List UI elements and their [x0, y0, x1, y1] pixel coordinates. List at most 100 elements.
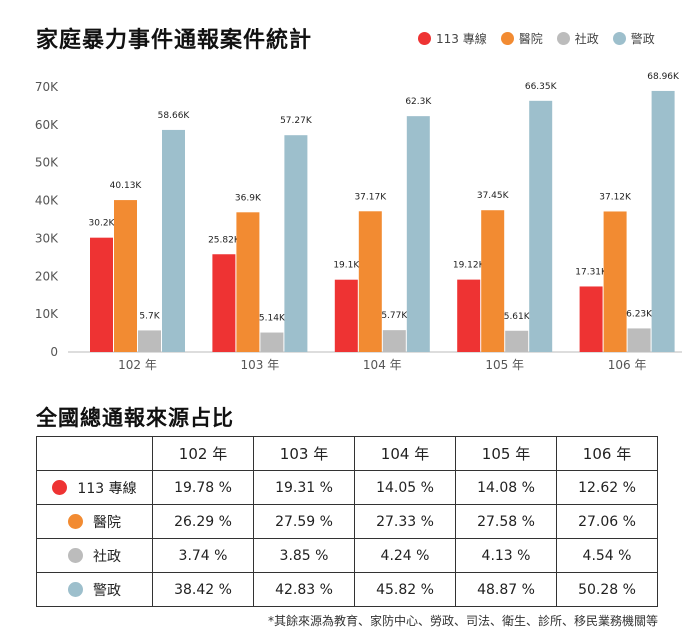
table-cell: 4.24 %: [354, 538, 456, 573]
table-cell: 12.62 %: [556, 470, 658, 505]
bar-value-label: 37.45K: [477, 191, 510, 201]
bar: [627, 328, 651, 352]
bar: [406, 116, 430, 353]
bar-value-label: 62.3K: [405, 97, 432, 107]
table-header-row: 102 年 103 年 104 年 105 年 106 年: [36, 436, 658, 471]
table-cell: 19.78 %: [152, 470, 254, 505]
bar: [260, 332, 284, 352]
legend-hospital-label: 醫院: [518, 32, 543, 46]
bar-value-label: 5.61K: [504, 312, 531, 322]
bar: [651, 90, 675, 353]
social-dot-icon: [68, 548, 83, 563]
bar-value-label: 19.1K: [333, 261, 360, 271]
bar: [603, 211, 627, 352]
table-cell: 3.74 %: [152, 538, 254, 573]
table-cell: 42.83 %: [253, 572, 355, 607]
bar: [505, 330, 529, 352]
y-tick-label: 70K: [35, 80, 59, 94]
legend-item-hotline: 113 專線: [418, 30, 487, 47]
table-cell: 4.13 %: [455, 538, 557, 573]
bar-value-label: 58.66K: [158, 111, 191, 121]
table-cell: 45.82 %: [354, 572, 456, 607]
table-cell: 14.05 %: [354, 470, 456, 505]
x-tick-label: 104 年: [363, 358, 402, 372]
bar-value-label: 19.12K: [453, 261, 486, 271]
y-tick-label: 40K: [35, 194, 59, 208]
row-source-hospital: 醫院: [36, 504, 153, 539]
bar-value-label: 6.23K: [626, 309, 653, 319]
bar: [236, 212, 260, 352]
table-row: 社政 3.74 % 3.85 % 4.24 % 4.13 % 4.54 %: [36, 538, 658, 573]
legend-item-social: 社政: [556, 30, 599, 47]
legend-police-swatch: [612, 32, 626, 45]
y-tick-label: 60K: [35, 118, 59, 132]
bar-value-label: 57.27K: [280, 116, 313, 126]
bar: [529, 100, 553, 352]
bar: [284, 135, 308, 352]
legend-item-police: 警政: [612, 30, 655, 47]
table-cell: 48.87 %: [455, 572, 557, 607]
table-cell: 26.29 %: [152, 504, 254, 539]
table-header-year: 102 年: [152, 436, 254, 471]
table-row: 113 專線 19.78 % 19.31 % 14.05 % 14.08 % 1…: [36, 470, 658, 505]
table-cell: 27.06 %: [556, 504, 658, 539]
bar: [382, 330, 406, 352]
row-source-social: 社政: [36, 538, 153, 573]
x-tick-label: 103 年: [241, 358, 280, 372]
bar: [481, 210, 505, 352]
bar: [579, 286, 603, 352]
chart-title: 家庭暴力事件通報案件統計: [36, 28, 313, 53]
table-header-year: 103 年: [253, 436, 355, 471]
legend-social-swatch: [556, 32, 570, 45]
legend-hotline-label: 113 專線: [436, 32, 487, 46]
bar-value-label: 30.2K: [89, 219, 116, 229]
bar-value-label: 68.96K: [647, 72, 680, 82]
table-header-corner: [36, 436, 153, 471]
table-cell: 27.59 %: [253, 504, 355, 539]
table-row: 醫院 26.29 % 27.59 % 27.33 % 27.58 % 27.06…: [36, 504, 658, 539]
table-cell: 27.58 %: [455, 504, 557, 539]
row-source-label: 醫院: [93, 514, 121, 531]
bar-chart: 0 10K 20K 30K 40K 50K 60K 70K 30.2K 40.13K 5.7K 58.…: [35, 72, 682, 372]
row-source-label: 社政: [93, 548, 121, 565]
bar-value-label: 5.14K: [259, 314, 286, 324]
source-share-table: 102 年 103 年 104 年 105 年 106 年 113 專線 19.…: [36, 436, 658, 607]
bar-value-label: 17.31K: [575, 267, 608, 277]
table-header-year: 106 年: [556, 436, 658, 471]
table-header-year: 105 年: [455, 436, 557, 471]
row-source-hotline: 113 專線: [36, 470, 153, 505]
hospital-dot-icon: [68, 514, 83, 529]
x-tick-label: 106 年: [608, 358, 647, 372]
bar-value-label: 40.13K: [110, 181, 143, 191]
table-cell: 50.28 %: [556, 572, 658, 607]
row-source-label: 警政: [93, 582, 121, 599]
table-cell: 27.33 %: [354, 504, 456, 539]
bar-value-label: 66.35K: [525, 82, 558, 92]
table-header-year: 104 年: [354, 436, 456, 471]
bar-value-label: 37.17K: [354, 192, 387, 202]
legend-item-hospital: 醫院: [500, 30, 543, 47]
y-tick-label: 30K: [35, 231, 59, 245]
bar-value-label: 5.77K: [381, 311, 408, 321]
table-row: 警政 38.42 % 42.83 % 45.82 % 48.87 % 50.28…: [36, 572, 658, 607]
bar: [162, 129, 185, 352]
bar: [334, 279, 358, 352]
bar-value-label: 5.7K: [139, 311, 160, 321]
y-tick-label: 20K: [35, 269, 59, 283]
row-source-label: 113 專線: [77, 480, 137, 497]
legend-hotline-swatch: [418, 32, 431, 45]
legend-police-label: 警政: [630, 32, 655, 46]
bar: [457, 279, 481, 352]
x-tick-label: 105 年: [485, 358, 524, 372]
y-tick-label: 50K: [35, 156, 59, 170]
police-dot-icon: [68, 582, 83, 597]
bar: [358, 211, 382, 352]
bar: [90, 237, 113, 352]
bar-value-label: 36.9K: [235, 193, 262, 203]
table-cell: 19.31 %: [253, 470, 355, 505]
y-tick-label: 10K: [35, 307, 59, 321]
legend-social-label: 社政: [574, 32, 599, 46]
y-tick-label: 0: [50, 345, 58, 359]
chart-legend: 113 專線 醫院 社政 警政: [418, 30, 655, 47]
footnote: *其餘來源為教育、家防中心、勞政、司法、衛生、診所、移民業務機關等: [267, 614, 658, 628]
